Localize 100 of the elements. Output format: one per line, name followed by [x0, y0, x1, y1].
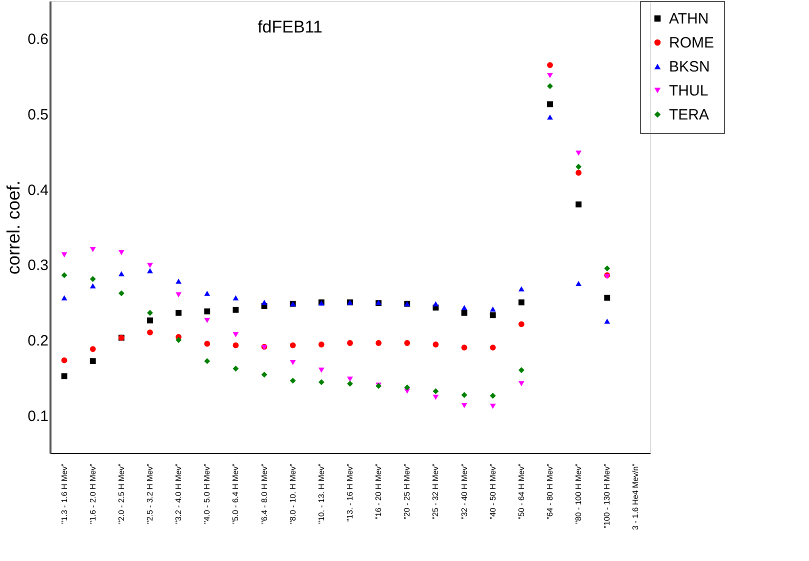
point: [318, 368, 324, 373]
point: [490, 404, 496, 409]
point: [318, 342, 324, 348]
point: [461, 344, 468, 350]
point: [118, 271, 124, 276]
point: [547, 83, 553, 90]
x-tick-label: "64 - 80 H Mev": [546, 463, 554, 520]
point: [576, 280, 582, 286]
x-tick-label: "6.4 - 8.0 H Mev": [260, 463, 269, 524]
point: [204, 358, 210, 364]
point: [204, 290, 210, 296]
point: [490, 306, 496, 312]
point: [461, 305, 468, 310]
point: [204, 308, 210, 314]
x-tick-label: "100 - 130 H Mev": [602, 463, 612, 528]
point: [518, 286, 524, 292]
point: [61, 295, 68, 300]
point: [604, 318, 610, 324]
y-tick-label: 0.6: [28, 31, 48, 48]
point: [404, 340, 410, 346]
point: [518, 367, 524, 374]
point: [147, 268, 153, 274]
legend-label: BKSN: [669, 58, 710, 76]
point: [376, 340, 382, 346]
point: [576, 164, 582, 170]
point: [61, 272, 68, 278]
x-tick-label: "2.5 - 3.2 H Mev": [146, 463, 154, 524]
x-tick-label: "80 - 100 H Mev": [574, 463, 584, 524]
point: [318, 379, 324, 386]
point: [547, 73, 553, 78]
point: [547, 62, 553, 68]
point: [232, 342, 239, 348]
point: [490, 392, 496, 399]
x-tick-label: "25 - 32 H Mev": [431, 463, 440, 520]
point: [118, 290, 124, 296]
legend-label: THUL: [669, 82, 708, 100]
y-axis-title: correl. coef.: [4, 180, 24, 275]
point: [176, 337, 182, 343]
point: [490, 312, 496, 318]
point: [432, 388, 439, 394]
point: [576, 150, 582, 156]
point: [204, 318, 210, 323]
x-tick-label: "2.0 - 2.5 H Mev": [116, 463, 126, 524]
point: [61, 373, 68, 380]
point: [518, 299, 524, 306]
point: [547, 114, 553, 120]
point: [347, 340, 353, 346]
point: [461, 402, 468, 408]
point: [461, 392, 468, 398]
point: [290, 378, 296, 384]
point: [118, 250, 124, 256]
point: [347, 376, 353, 382]
x-tick-label: "32 - 40 H Mev": [460, 463, 469, 520]
x-tick-label: "13. - 16 H Mev": [346, 463, 354, 522]
x-tick-label: "1.3 - 1.6 H Mev": [60, 463, 69, 524]
point: [232, 332, 239, 338]
point: [518, 381, 524, 386]
point: [461, 310, 468, 316]
legend-label: ATHN: [669, 10, 709, 28]
point: [90, 247, 96, 252]
point: [90, 346, 96, 352]
point: [490, 344, 496, 350]
x-tick-label: 3 - 1.6 He4 Mev/n": [631, 463, 640, 530]
y-tick-label: 0.2: [28, 332, 48, 350]
point: [261, 372, 268, 378]
point: [290, 342, 296, 348]
legend-label: ROME: [669, 34, 714, 52]
point: [176, 310, 182, 316]
x-tick-label: "10. - 13. H Mev": [316, 463, 326, 524]
point: [147, 310, 153, 316]
point: [90, 276, 96, 282]
point: [547, 101, 553, 108]
point: [576, 201, 582, 208]
text: fdFEB11: [258, 18, 322, 36]
x-tick-label: "50 - 64 H Mev": [516, 463, 526, 520]
point: [432, 342, 439, 348]
point: [232, 295, 239, 300]
point: [347, 380, 353, 387]
point: [61, 252, 68, 258]
point: [147, 330, 153, 336]
point: [176, 278, 182, 284]
point: [147, 262, 153, 268]
point: [432, 394, 439, 400]
x-tick-label: "16 - 20 H Mev": [374, 463, 384, 520]
point: [604, 265, 610, 272]
point: [432, 301, 439, 306]
y-tick-label: 0.3: [28, 257, 48, 274]
x-tick-label: "8.0 - 10. H Mev": [288, 463, 298, 524]
point: [404, 384, 410, 390]
point: [204, 340, 210, 347]
point: [147, 317, 153, 324]
legend-label: TERA: [669, 106, 710, 124]
y-tick-label: 0.4: [28, 182, 48, 199]
point: [261, 300, 268, 305]
x-tick-label: "4.0 - 5.0 H Mev": [202, 463, 212, 524]
point: [232, 306, 239, 313]
point: [176, 292, 182, 298]
point: [604, 294, 610, 301]
y-tick-label: 0.5: [28, 106, 48, 124]
y-tick-label: 0.1: [28, 408, 48, 425]
